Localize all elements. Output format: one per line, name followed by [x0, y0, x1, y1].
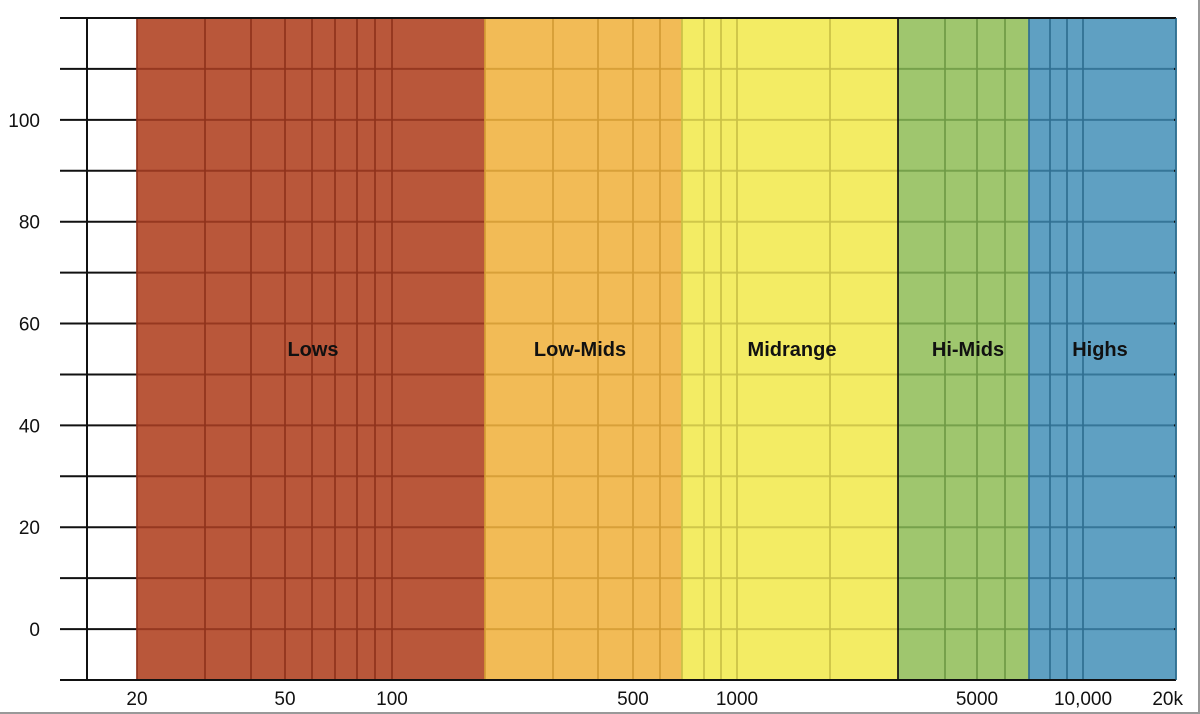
band-label-highs: Highs — [1072, 339, 1128, 361]
band-midrange-area — [682, 18, 898, 680]
y-tick-label: 60 — [19, 315, 40, 336]
x-tick-label: 1000 — [716, 689, 758, 710]
band-label-lows: Lows — [287, 339, 338, 361]
band-hi-mids-area — [898, 18, 1029, 680]
y-tick-label: 0 — [29, 620, 40, 641]
x-tick-label: 20k — [1152, 689, 1183, 710]
y-tick-label: 20 — [19, 518, 40, 539]
band-low-mids-area — [485, 18, 682, 680]
band-label-midrange: Midrange — [748, 339, 837, 361]
band-highs-area — [1029, 18, 1176, 680]
y-tick-label: 80 — [19, 213, 40, 234]
band-label-hi-mids: Hi-Mids — [932, 339, 1004, 361]
band-label-low-mids: Low-Mids — [534, 339, 626, 361]
y-tick-label: 100 — [8, 111, 40, 132]
x-tick-label: 5000 — [956, 689, 998, 710]
x-tick-label: 500 — [617, 689, 649, 710]
y-tick-label: 40 — [19, 416, 40, 437]
x-tick-label: 10,000 — [1054, 689, 1112, 710]
x-tick-label: 100 — [376, 689, 408, 710]
x-tick-label: 20 — [126, 689, 147, 710]
x-tick-label: 50 — [274, 689, 295, 710]
